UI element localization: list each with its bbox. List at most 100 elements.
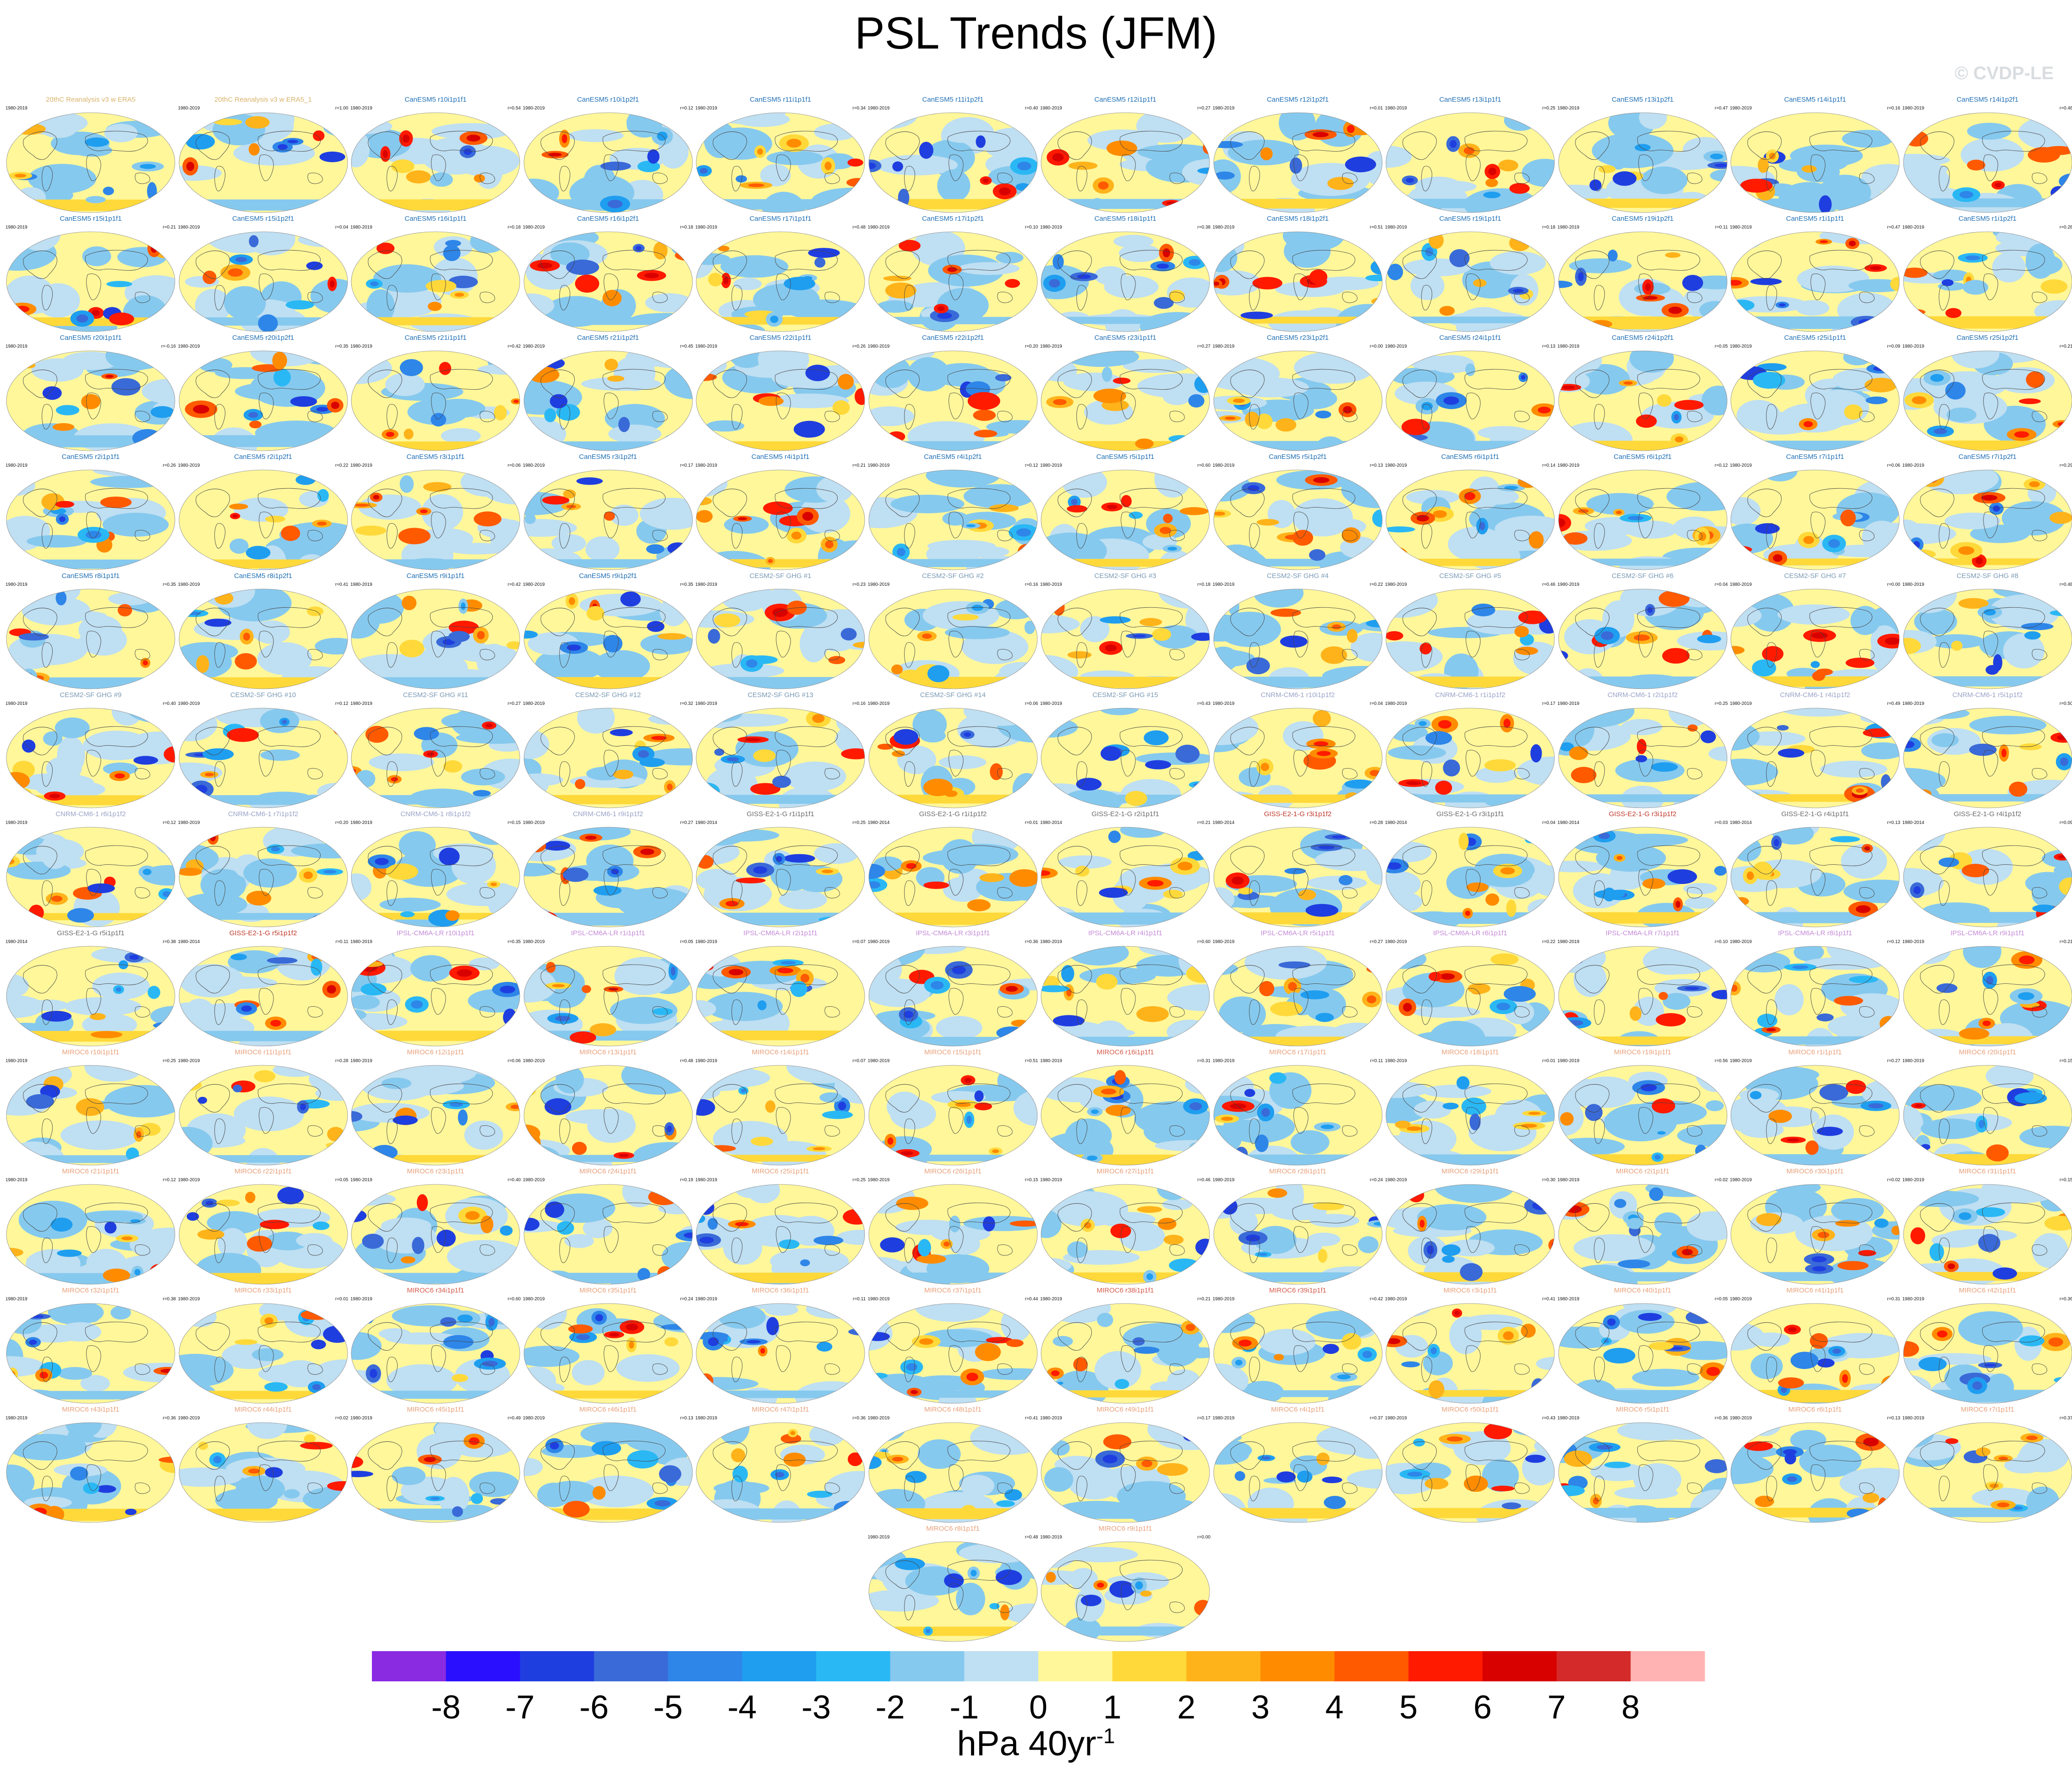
panel-correlation: r=0.00 (1197, 1535, 1210, 1540)
panel-correlation: r=0.30 (1542, 1178, 1555, 1183)
map-panel: CESM2-SF GHG #4 1980-2019 r=0.22 (1213, 572, 1383, 690)
panel-title: CanESM5 r20i1p2f1 (232, 334, 294, 342)
panel-years: 1980-2019 (1212, 344, 1235, 349)
panel-map (351, 469, 520, 570)
panel-correlation: r=0.42 (507, 582, 521, 587)
panel-correlation: r=0.49 (1887, 701, 1900, 706)
map-panel: CESM2-SF GHG #7 1980-2019 r=0.00 (1730, 572, 1900, 690)
map-panel: CanESM5 r1i1p1f1 1980-2019 r=0.47 (1730, 214, 1900, 333)
map-panel: CanESM5 r5i1p1f1 1980-2019 r=0.60 (1040, 453, 1210, 571)
panel-correlation: r=0.41 (1025, 1416, 1038, 1421)
map-panel: MIROC6 r26i1p1f1 1980-2019 r=0.15 (868, 1167, 1038, 1285)
panel-map (1385, 589, 1555, 689)
panel-years: 1980-2019 (1040, 344, 1062, 349)
panel-correlation: r=0.04 (1542, 820, 1555, 825)
panel-map (1558, 1422, 1727, 1523)
map-panel: MIROC6 r38i1p1f1 1980-2019 r=0.21 (1040, 1286, 1210, 1404)
panel-map (523, 1422, 692, 1523)
panel-title: CanESM5 r1i1p1f1 (1786, 215, 1844, 223)
panel-title: CanESM5 r18i1p2f1 (1266, 215, 1329, 223)
panel-years: 1980-2019 (1040, 106, 1062, 111)
panel-correlation: r=0.18 (680, 225, 693, 230)
panel-map (1730, 708, 1900, 808)
panel-correlation: r=0.31 (1887, 1297, 1900, 1302)
panel-correlation: r=0.51 (1369, 225, 1383, 230)
colorbar-swatch (1483, 1651, 1557, 1681)
panel-title: MIROC6 r37i1p1f1 (924, 1287, 982, 1294)
map-panel: GISS-E2-1-G r3i1p1f2 1980-2014 r=0.28 (1213, 810, 1383, 928)
panel-title: IPSL-CM6A-LR r2i1p1f1 (743, 929, 818, 937)
map-panel: CanESM5 r9i1p2f1 1980-2019 r=0.35 (523, 572, 693, 690)
panel-years: 1980-2019 (1040, 1416, 1062, 1421)
panel-title: CanESM5 r20i1p1f1 (60, 334, 122, 342)
panel-correlation: r=0.04 (1369, 701, 1383, 706)
panel-title: MIROC6 r27i1p1f1 (1096, 1167, 1154, 1175)
panel-years: 1980-2019 (1040, 1178, 1062, 1183)
colorbar-swatch (890, 1651, 965, 1681)
panel-map (1558, 112, 1727, 213)
panel-map (696, 231, 865, 332)
map-panel: CanESM5 r6i1p1f1 1980-2019 r=0.14 (1385, 453, 1555, 571)
map-panel: CESM2-SF GHG #14 1980-2019 r=0.06 (868, 691, 1038, 809)
map-panel: CanESM5 r25i1p1f1 1980-2019 r=0.09 (1730, 333, 1900, 452)
map-panel: GISS-E2-1-G r2i1p1f1 1980-2014 r=0.21 (1040, 810, 1210, 928)
map-panel: CanESM5 r1i1p2f1 1980-2019 r=0.28 (1903, 214, 2072, 333)
map-panel: CNRM-CM6-1 r6i1p1f2 1980-2019 r=0.12 (5, 810, 176, 928)
panel-years: 1980-2019 (867, 1297, 890, 1302)
panel-title: MIROC6 r32i1p1f1 (62, 1287, 120, 1294)
panel-title: CanESM5 r10i1p1f1 (404, 96, 467, 104)
panel-correlation: r=0.35 (335, 344, 349, 349)
panel-years: 1980-2019 (1730, 1416, 1752, 1421)
panel-title: CanESM5 r12i1p1f1 (1094, 96, 1156, 104)
panel-years: 1980-2019 (178, 463, 200, 468)
panel-years: 1980-2019 (350, 939, 372, 944)
map-panel: CESM2-SF GHG #3 1980-2019 r=0.18 (1040, 572, 1210, 690)
panel-correlation: r=0.13 (1369, 463, 1383, 468)
panel-years: 1980-2019 (1212, 1058, 1235, 1064)
map-panel: CNRM-CM6-1 r10i1p1f2 1980-2019 r=0.04 (1213, 691, 1383, 809)
panel-correlation: r=0.35 (507, 939, 521, 944)
panel-title: MIROC6 r3i1p1f1 (1443, 1287, 1497, 1294)
panel-years: 1980-2019 (1385, 701, 1407, 706)
panel-map (696, 827, 865, 927)
map-panel: CanESM5 r24i1p2f1 1980-2019 r=0.05 (1558, 333, 1728, 452)
panel-correlation: r=0.15 (1025, 1178, 1038, 1183)
panel-map (1903, 350, 2072, 451)
panel-correlation: r=0.21 (1197, 820, 1210, 825)
map-panel: GISS-E2-1-G r1i1p1f2 1980-2014 r=0.01 (868, 810, 1038, 928)
panel-years: 1980-2019 (1385, 106, 1407, 111)
panel-map (179, 112, 348, 213)
panel-title: IPSL-CM6A-LR r3i1p1f1 (916, 929, 990, 937)
panel-correlation: r=0.24 (1369, 1178, 1383, 1183)
panel-correlation: r=0.20 (1025, 344, 1038, 349)
panel-years: 1980-2019 (5, 225, 27, 230)
panel-years: 1980-2019 (1040, 1535, 1062, 1540)
panel-map (1213, 1065, 1382, 1166)
panel-correlation: r=0.22 (1542, 939, 1555, 944)
panel-title: CESM2-SF GHG #2 (921, 572, 984, 580)
colorbar-units: hPa 40yr-1 (0, 1715, 2072, 1764)
map-panel: CanESM5 r21i1p2f1 1980-2019 r=0.45 (523, 333, 693, 452)
panel-title: CNRM-CM6-1 r8i1p1f2 (400, 810, 471, 818)
panel-years: 1980-2019 (1557, 344, 1580, 349)
panel-years: 1980-2019 (1040, 939, 1062, 944)
panel-map (523, 1065, 692, 1166)
map-panel: CanESM5 r15i1p2f1 1980-2019 r=0.04 (178, 214, 349, 333)
panel-title: CanESM5 r24i1p2f1 (1611, 334, 1674, 342)
map-panel: CESM2-SF GHG #1 1980-2019 r=0.23 (695, 572, 866, 690)
panel-map (523, 708, 692, 808)
panel-map (1213, 112, 1382, 213)
panel-years: 1980-2014 (1557, 820, 1580, 825)
panel-title: MIROC6 r13i1p1f1 (579, 1048, 637, 1056)
map-panel: MIROC6 r32i1p1f1 1980-2019 r=0.38 (5, 1286, 176, 1404)
panel-correlation: r=0.10 (1714, 939, 1728, 944)
map-panel: CESM2-SF GHG #8 1980-2019 r=0.48 (1903, 572, 2072, 690)
map-panel: MIROC6 r49i1p1f1 1980-2019 r=0.17 (1040, 1405, 1210, 1523)
panel-title: CESM2-SF GHG #5 (1439, 572, 1501, 580)
map-panel: MIROC6 r45i1p1f1 1980-2019 r=0.49 (350, 1405, 521, 1523)
panel-years: 1980-2019 (523, 344, 545, 349)
panel-title: MIROC6 r1i1p1f1 (1788, 1048, 1842, 1056)
panel-years: 1980-2019 (350, 1416, 372, 1421)
panel-correlation: r=0.47 (1887, 225, 1900, 230)
panel-title: CNRM-CM6-1 r1i1p1f2 (1435, 691, 1505, 699)
